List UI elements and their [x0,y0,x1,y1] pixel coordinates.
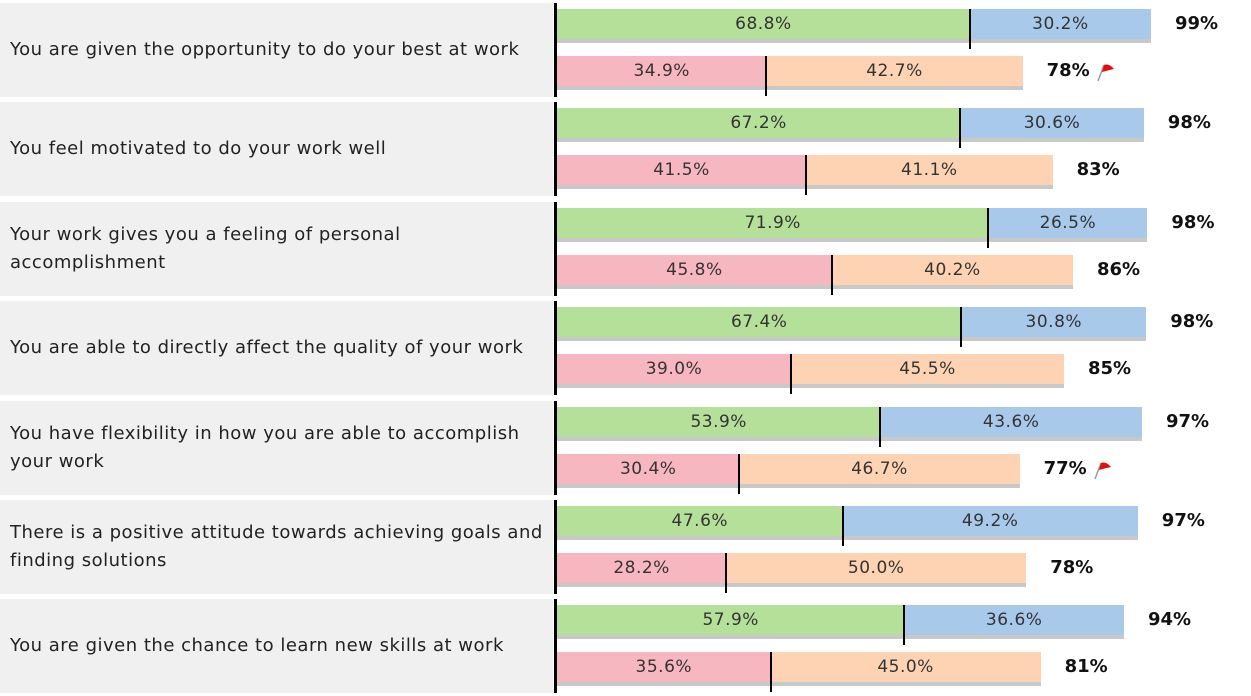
bar-segment: 46.7% [739,453,1020,484]
bar-segment: 41.5% [557,155,806,186]
total-label: 77% [1043,457,1087,479]
flag [1096,64,1114,82]
total-label: 85% [1088,358,1132,380]
segment-divider [968,9,971,49]
bar-segment: 67.2% [557,108,961,139]
total-label: 97% [1161,510,1205,531]
axis-line [554,102,557,197]
bar-segment: 45.8% [557,254,832,285]
segment-divider [879,406,882,447]
axis-line [554,500,557,594]
segment-divider [765,56,768,96]
row-label: Your work gives you a feeling of persona… [0,201,553,296]
total-label: 83% [1076,159,1120,181]
bar-segment: 45.0% [770,652,1041,683]
flag-icon [1092,459,1114,481]
bar-segment: 53.9% [557,406,881,437]
axis-line [554,400,557,495]
bar-segment: 41.1% [806,155,1053,186]
bar-segment: 30.6% [960,108,1144,139]
row-label: You are given the opportunity to do your… [0,3,553,97]
bar-segment: 45.5% [791,354,1064,385]
bar-segment: 49.2% [842,506,1138,536]
segment-divider [903,605,906,646]
bar-segment: 28.2% [557,553,727,583]
bar-segment: 39.0% [557,354,791,385]
bar-segment: 71.9% [557,207,989,238]
bar-segment: 50.0% [726,553,1027,583]
segment-divider [769,652,772,693]
bar-segment: 68.8% [557,9,970,39]
bar-segment: 35.6% [557,652,771,683]
axis-line [554,301,557,396]
segment-divider [987,207,990,248]
segment-divider [841,506,844,546]
flag [1093,462,1111,479]
bar-segment: 43.6% [880,406,1142,437]
bar-segment: 57.9% [557,605,905,636]
axis-line [554,201,557,296]
segment-divider [960,307,963,348]
total-label: 97% [1166,410,1210,432]
bar-segment: 42.7% [766,56,1023,86]
axis-line [554,3,557,97]
total-label: 98% [1170,311,1214,333]
row-label: You are given the chance to learn new sk… [0,599,553,694]
bar-segment: 30.2% [969,9,1151,39]
total-label: 78% [1050,557,1094,578]
total-label: 98% [1171,211,1215,233]
bar-segment: 26.5% [988,207,1148,238]
total-label: 99% [1175,13,1219,34]
segment-divider [790,354,792,395]
bar-segment: 40.2% [831,254,1073,285]
total-label: 78% [1046,60,1090,81]
axis-line [554,599,557,694]
flag-icon [1095,61,1117,83]
total-label: 81% [1064,656,1108,678]
bar-segment: 30.8% [961,307,1147,338]
total-label: 94% [1148,609,1192,631]
row-label: You are able to directly affect the qual… [0,301,553,396]
bar-segment: 36.6% [904,605,1124,636]
segment-divider [725,553,728,593]
segment-divider [738,453,741,494]
bar-segment: 34.9% [557,56,767,86]
row-label: There is a positive attitude towards ach… [0,500,553,594]
total-label: 98% [1167,112,1211,134]
total-label: 86% [1097,258,1141,280]
segment-divider [830,254,833,295]
segment-divider [805,155,807,196]
segment-divider [959,108,962,149]
bar-segment: 47.6% [557,506,843,536]
bar-segment: 30.4% [557,453,740,484]
row-label: You feel motivated to do your work well [0,102,553,197]
row-label: You have flexibility in how you are able… [0,400,553,495]
bar-segment: 67.4% [557,307,962,338]
